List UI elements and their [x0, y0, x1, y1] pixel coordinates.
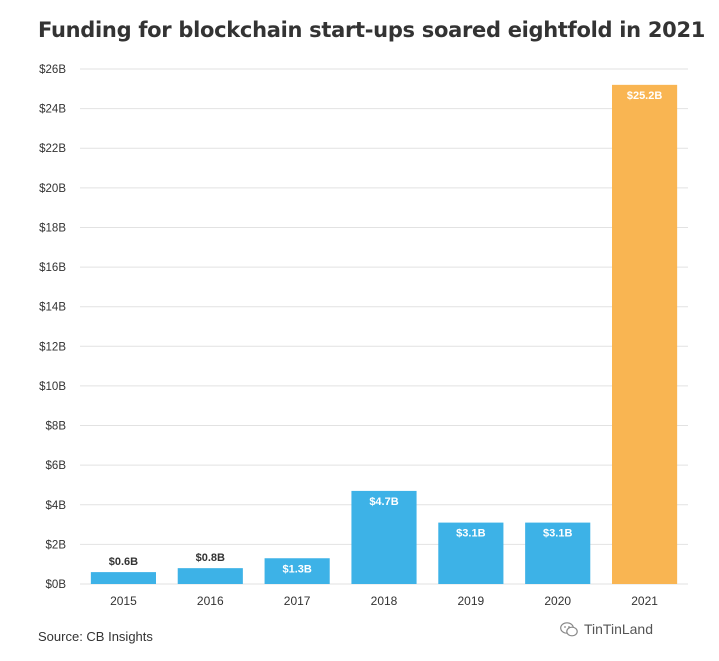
y-tick-label: $20B [39, 183, 66, 195]
x-tick-label: 2016 [197, 594, 224, 608]
x-tick-label: 2015 [110, 594, 137, 608]
y-tick-label: $4B [46, 500, 67, 512]
y-tick-label: $26B [39, 64, 66, 76]
data-labels: $0.6B $0.8B $1.3B $4.7B $3.1B $3.1B $25.2B [109, 90, 663, 575]
bar-2021 [612, 84, 678, 584]
data-label-2020: $3.1B [543, 528, 572, 540]
x-tick-label: 2018 [371, 594, 398, 608]
x-tick-label: 2021 [631, 594, 658, 608]
bar-chart: $0B $2B $4B $6B $8B $10B $12B $14B $16B $18B $20B $… [39, 64, 688, 608]
data-label-2021: $25.2B [627, 90, 663, 102]
bar-2020 [525, 522, 591, 584]
brand-watermark: TinTinLand [560, 621, 653, 637]
bars [90, 84, 678, 584]
bar-2018 [351, 490, 417, 584]
bar-2019 [438, 522, 504, 584]
y-tick-label: $24B [39, 104, 66, 116]
x-tick-label: 2020 [544, 594, 571, 608]
x-tick-label: 2017 [284, 594, 311, 608]
y-axis: $0B $2B $4B $6B $8B $10B $12B $14B $16B $18B $20B $… [39, 64, 66, 591]
chart-title: Funding for blockchain start-ups soared … [38, 18, 706, 42]
y-tick-label: $0B [46, 579, 67, 591]
wechat-icon [560, 621, 578, 636]
y-tick-label: $12B [39, 341, 66, 353]
data-label-2017: $1.3B [282, 563, 311, 575]
bar-2016 [177, 568, 243, 584]
x-tick-label: 2019 [458, 594, 485, 608]
y-tick-label: $18B [39, 222, 66, 234]
bar-2017 [264, 558, 330, 584]
data-label-2018: $4.7B [369, 496, 398, 508]
x-axis: 2015 2016 2017 2018 2019 2020 2021 [110, 594, 658, 608]
data-label-2016: $0.8B [196, 552, 225, 564]
y-tick-label: $2B [46, 539, 67, 551]
source-note: Source: CB Insights [38, 629, 153, 644]
y-tick-label: $8B [46, 421, 67, 433]
brand-name: TinTinLand [584, 621, 654, 637]
y-tick-label: $22B [39, 143, 66, 155]
data-label-2015: $0.6B [109, 556, 138, 568]
y-tick-label: $6B [46, 460, 67, 472]
data-label-2019: $3.1B [456, 528, 485, 540]
y-tick-label: $14B [39, 302, 66, 314]
y-tick-label: $16B [39, 262, 66, 274]
bar-2015 [90, 572, 156, 584]
y-tick-label: $10B [39, 381, 66, 393]
